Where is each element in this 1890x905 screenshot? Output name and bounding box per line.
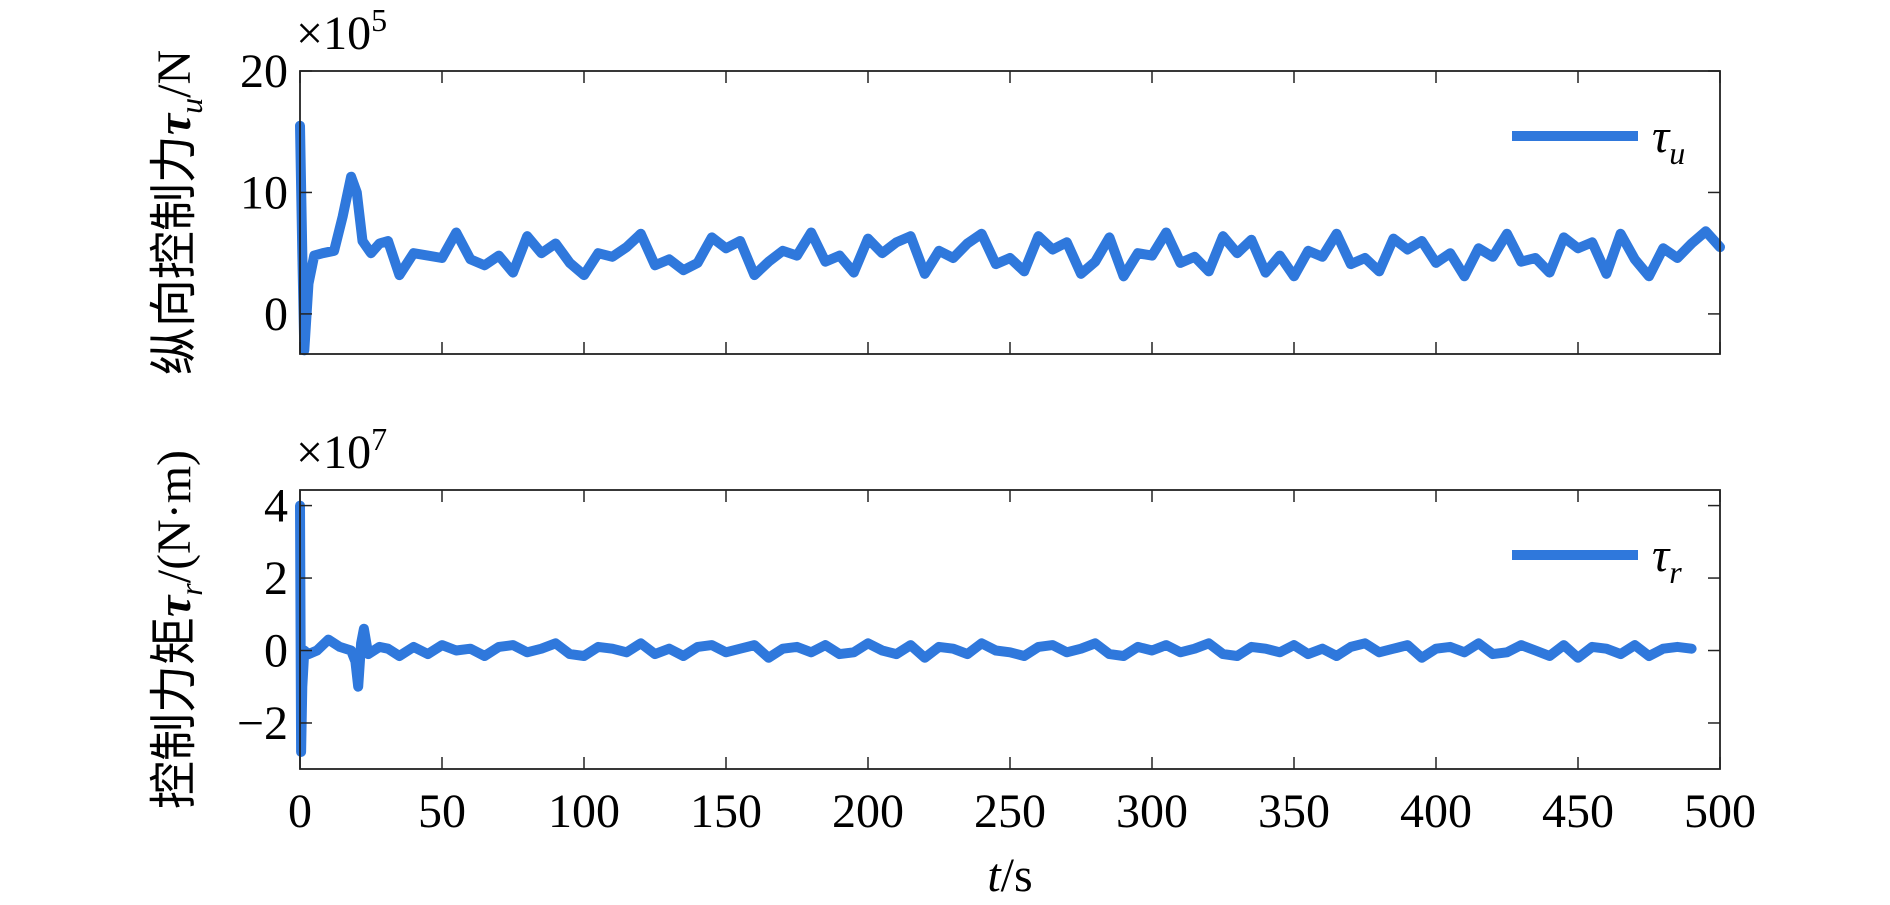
- y-label-symbol: τ: [148, 594, 201, 617]
- x-label-unit: /s: [1001, 849, 1033, 902]
- y-label-subscript: r: [173, 583, 209, 596]
- x-tick-label: 400: [1400, 785, 1472, 838]
- axis-multiplier: ×107: [296, 421, 387, 479]
- x-tick-label: 0: [288, 785, 312, 838]
- legend-symbol: τ: [1652, 110, 1671, 163]
- y-tick-label: 0: [264, 288, 288, 341]
- legend-symbol: τ: [1652, 529, 1671, 582]
- data-line: [295, 500, 1697, 757]
- x-tick-label: 50: [418, 785, 466, 838]
- x-tick-label: 350: [1258, 785, 1330, 838]
- y-tick-label: 20: [240, 45, 288, 98]
- legend-label: τr: [1652, 529, 1682, 590]
- x-tick-label: 250: [974, 785, 1046, 838]
- y-label-unit: /N: [148, 50, 201, 98]
- y-label-subscript: u: [173, 98, 209, 114]
- x-label-symbol: t: [987, 849, 1002, 902]
- y-tick-label: 2: [264, 552, 288, 605]
- x-tick-label: 500: [1684, 785, 1756, 838]
- y-tick-label: 10: [240, 166, 288, 219]
- y-label-text: 控制力矩: [148, 617, 201, 809]
- y-tick-label: −2: [237, 697, 288, 750]
- multiplier-exponent: 5: [371, 2, 387, 38]
- data-line: [295, 120, 1725, 356]
- multiplier-base: ×10: [296, 426, 371, 479]
- plot-frame: [299, 70, 1721, 355]
- y-label-symbol: τ: [148, 112, 201, 135]
- multiplier-exponent: 7: [371, 421, 387, 457]
- x-tick-label: 300: [1116, 785, 1188, 838]
- legend-subscript: r: [1669, 554, 1682, 590]
- legend-subscript: u: [1669, 135, 1685, 171]
- y-tick-label: 4: [264, 480, 288, 533]
- x-tick-label: 450: [1542, 785, 1614, 838]
- x-tick-label: 100: [548, 785, 620, 838]
- x-tick-label: 150: [690, 785, 762, 838]
- axis-multiplier: ×105: [296, 2, 387, 60]
- x-tick-label: 200: [832, 785, 904, 838]
- x-axis-label: t/s: [987, 849, 1032, 902]
- y-label-unit: /(N·m): [148, 450, 201, 583]
- y-tick-label: 0: [264, 625, 288, 678]
- y-axis-label: 纵向控制力τu/N: [148, 50, 209, 375]
- panel: τr0 50 100 150 200 250 300 350 400 450 500−2024×10…: [148, 421, 1756, 902]
- multiplier-base: ×10: [296, 7, 371, 60]
- y-axis-label: 控制力矩τr/(N·m): [148, 450, 209, 809]
- y-label-text: 纵向控制力: [148, 135, 201, 375]
- legend-label: τu: [1652, 110, 1685, 171]
- plot-frame: [299, 489, 1721, 770]
